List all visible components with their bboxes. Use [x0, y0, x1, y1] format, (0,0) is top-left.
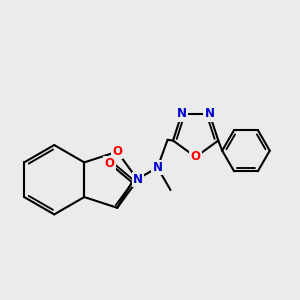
Text: O: O — [191, 151, 201, 164]
Text: N: N — [177, 107, 187, 121]
Text: N: N — [205, 107, 214, 121]
Text: N: N — [152, 161, 163, 174]
Text: N: N — [133, 173, 143, 186]
Text: O: O — [112, 145, 122, 158]
Text: O: O — [104, 157, 114, 170]
